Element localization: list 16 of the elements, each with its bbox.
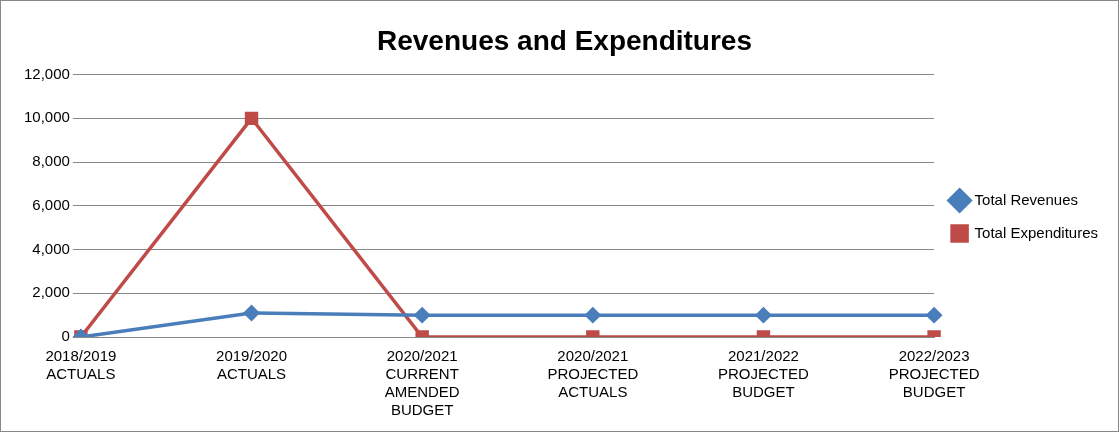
x-tick-label: 2019/2020 ACTUALS — [216, 347, 287, 383]
y-tick-label: 4,000 — [32, 239, 70, 257]
chart-title: Revenues and Expenditures — [376, 24, 753, 56]
y-tick-label: 2,000 — [32, 283, 70, 301]
y-tick-label: 6,000 — [32, 195, 70, 213]
legend-label: Total Revenues — [974, 190, 1078, 208]
y-tick-label: 10,000 — [23, 108, 70, 126]
x-tick-label: 2020/2021 PROJECTED ACTUALS — [547, 347, 639, 401]
y-tick-label: 8,000 — [32, 152, 70, 170]
x-tick-label: 2018/2019 ACTUALS — [45, 347, 117, 383]
legend-label: Total Expenditures — [974, 223, 1098, 241]
x-tick-label: 2020/2021 CURRENT AMENDED BUDGET — [384, 347, 460, 419]
x-tick-label: 2022/2023 PROJECTED BUDGET — [888, 347, 980, 401]
x-tick-label: 2021/2022 PROJECTED BUDGET — [718, 347, 810, 401]
y-tick-label: 0 — [61, 327, 70, 345]
y-tick-label: 12,000 — [23, 64, 70, 82]
